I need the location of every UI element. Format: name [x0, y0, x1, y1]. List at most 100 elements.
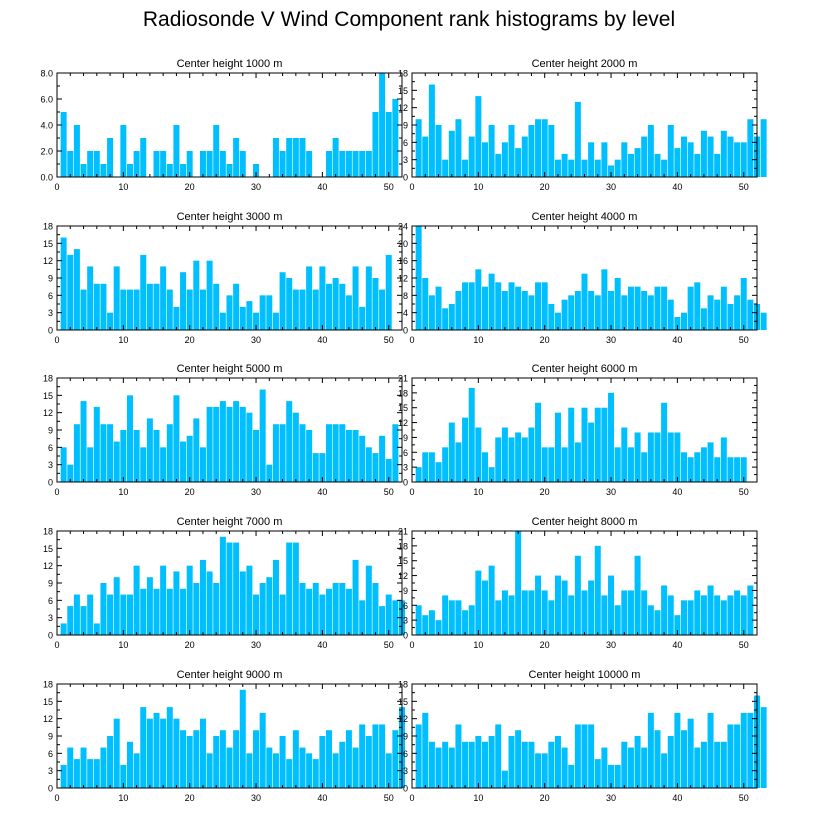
y-tick-label: 6 — [48, 749, 53, 759]
histogram-bar — [535, 575, 542, 635]
histogram-bar — [641, 291, 648, 330]
histogram-bar — [654, 432, 661, 482]
histogram-bar — [233, 401, 240, 482]
histogram-bar — [113, 718, 120, 788]
chart-panel: Center height 5000 m 0 3 6 9 12 15 18 0 10 20 30 40 5… — [43, 363, 403, 497]
histogram-bar — [279, 736, 286, 788]
histogram-bar — [561, 447, 568, 482]
histogram-bar — [286, 759, 293, 788]
histogram-bar — [306, 151, 313, 177]
histogram-bar — [535, 282, 542, 330]
histogram-bar — [365, 565, 372, 635]
histogram-bar — [80, 401, 87, 482]
histogram-bar — [481, 741, 488, 788]
y-tick-label: 15 — [398, 403, 408, 413]
x-tick-label: 50 — [739, 487, 749, 497]
histogram-bar — [319, 594, 326, 635]
histogram-bar — [541, 590, 548, 635]
histogram-bar — [246, 753, 253, 788]
histogram-bar — [561, 299, 568, 330]
histogram-bar — [634, 555, 641, 635]
histogram-bar — [299, 424, 306, 482]
histogram-bar — [319, 266, 326, 330]
histogram-bar — [667, 299, 674, 330]
histogram-bar — [166, 707, 173, 788]
histogram-bar — [727, 457, 734, 482]
histogram-bar — [700, 595, 707, 635]
histogram-bar — [266, 577, 273, 635]
histogram-bar — [233, 138, 240, 177]
histogram-bar — [548, 304, 555, 330]
histogram-bar — [614, 278, 621, 330]
y-tick-label: 4.0 — [40, 121, 53, 131]
histogram-bar — [727, 595, 734, 635]
histogram-bar — [186, 565, 193, 635]
histogram-bar — [734, 457, 741, 482]
histogram-bar — [272, 138, 279, 177]
histogram-bar — [73, 424, 80, 482]
histogram-bar — [654, 286, 661, 330]
histogram-bar — [133, 151, 140, 177]
y-tick-label: 3 — [48, 460, 53, 470]
histogram-bar — [312, 759, 319, 788]
histogram-bar — [627, 747, 634, 788]
panel-title: Center height 5000 m — [177, 363, 283, 375]
histogram-bar — [239, 689, 246, 788]
x-tick-label: 20 — [185, 487, 195, 497]
y-tick-label: 18 — [398, 388, 408, 398]
x-tick-label: 10 — [118, 182, 128, 192]
histogram-bar — [707, 295, 714, 330]
histogram-bar — [515, 432, 522, 482]
histogram-bar — [734, 590, 741, 635]
histogram-bar — [455, 442, 462, 482]
histogram-bar — [528, 125, 535, 177]
histogram-bar — [120, 764, 127, 788]
histogram-bar — [740, 457, 747, 482]
histogram-bar — [286, 542, 293, 635]
histogram-bar — [226, 164, 233, 177]
histogram-bar — [166, 424, 173, 482]
y-tick-label: 15 — [43, 391, 53, 401]
x-tick-label: 10 — [118, 640, 128, 650]
histogram-bar — [627, 286, 634, 330]
histogram-bar — [100, 424, 107, 482]
histogram-bar — [292, 730, 299, 788]
y-tick-label: 15 — [398, 86, 408, 96]
histogram-bar — [239, 571, 246, 635]
histogram-bar — [661, 753, 668, 788]
x-tick-label: 40 — [317, 640, 327, 650]
histogram-bar — [73, 249, 80, 330]
histogram-bar — [488, 273, 495, 330]
histogram-bar — [332, 424, 339, 482]
histogram-bar — [634, 148, 641, 177]
x-tick-label: 50 — [384, 793, 394, 803]
histogram-bar — [100, 747, 107, 788]
histogram-bar — [608, 392, 615, 482]
histogram-bar — [272, 424, 279, 482]
y-tick-label: 0 — [403, 326, 408, 336]
y-tick-label: 0 — [403, 173, 408, 183]
histogram-bar — [392, 600, 399, 635]
panel-title: Center height 8000 m — [532, 516, 638, 528]
histogram-bar — [554, 575, 561, 635]
histogram-bar — [475, 269, 482, 330]
histogram-bar — [219, 730, 226, 788]
histogram-bar — [481, 452, 488, 482]
histogram-bar — [100, 164, 107, 177]
histogram-bar — [345, 295, 352, 330]
histogram-bar — [73, 759, 80, 788]
x-tick-label: 20 — [185, 793, 195, 803]
histogram-bar — [87, 759, 94, 788]
histogram-bar — [647, 295, 654, 330]
histogram-bar — [173, 718, 180, 788]
histogram-bar — [548, 741, 555, 788]
histogram-bar — [667, 125, 674, 177]
histogram-bar — [146, 718, 153, 788]
histogram-bar — [140, 588, 147, 635]
histogram-bar — [740, 712, 747, 788]
histogram-bar — [180, 441, 187, 482]
x-tick-label: 30 — [606, 640, 616, 650]
histogram-bar — [601, 269, 608, 330]
histogram-bar — [120, 594, 127, 635]
histogram-bar — [608, 291, 615, 330]
